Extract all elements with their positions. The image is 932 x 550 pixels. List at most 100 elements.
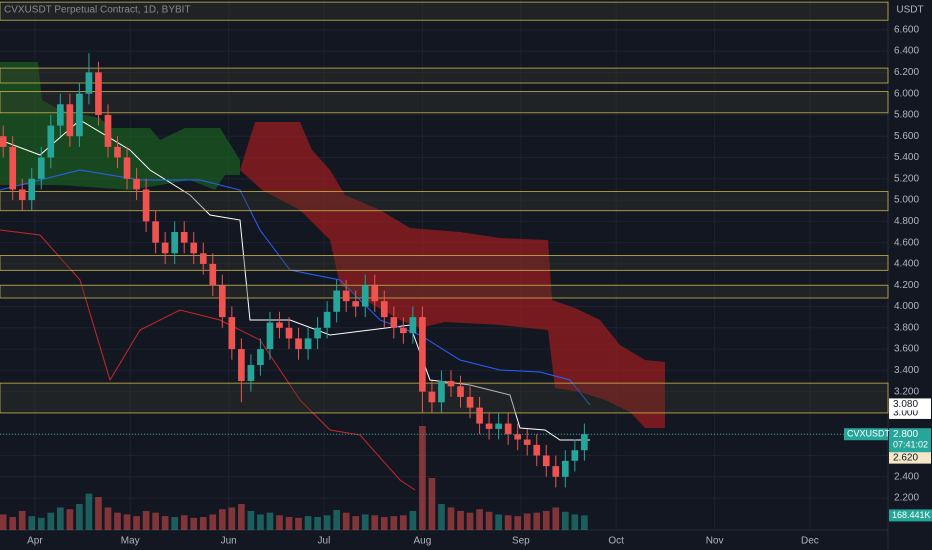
volume-bar	[495, 514, 502, 530]
price-badge	[889, 451, 931, 464]
candle-body	[257, 349, 264, 366]
candle-body	[447, 381, 455, 387]
candle-body	[9, 146, 17, 190]
volume-bar	[199, 517, 207, 530]
candle-body	[552, 466, 560, 477]
candle-body	[190, 242, 198, 254]
volume-bar	[552, 507, 560, 530]
x-tick-label: Apr	[27, 536, 43, 547]
volume-bar	[390, 516, 398, 530]
volume-bar	[57, 507, 64, 530]
candle-body	[276, 322, 283, 328]
volume-bar	[304, 516, 312, 530]
volume-bar	[266, 512, 274, 530]
volume-bar	[47, 512, 55, 530]
volume-bar	[104, 507, 112, 530]
candle-body	[266, 322, 274, 350]
y-tick-label: 6.400	[894, 46, 919, 57]
y-tick-label: 5.600	[894, 131, 919, 142]
volume-bar	[476, 509, 483, 530]
volume-badge	[889, 509, 932, 522]
countdown-label: 07:41:02	[893, 440, 928, 450]
symbol-badge	[844, 428, 888, 441]
volume-bar	[9, 517, 17, 530]
price-badge-label: 3.000	[893, 408, 918, 419]
volume-bar	[85, 493, 93, 530]
currency-label: USDT	[896, 5, 923, 16]
zone	[0, 1, 889, 21]
last-price-label: 2.800	[893, 429, 918, 440]
candle-body	[209, 263, 217, 286]
volume-bar	[380, 517, 388, 530]
volume-bar	[504, 515, 512, 530]
candle-body	[85, 72, 93, 94]
volume-bar	[581, 515, 588, 530]
volume-bar	[18, 510, 26, 530]
volume-bar	[533, 512, 541, 530]
volume-bar	[314, 517, 321, 530]
last-badge	[889, 428, 931, 453]
volume-bar	[76, 504, 83, 530]
x-tick-label: May	[121, 536, 140, 547]
x-tick-label: Sep	[512, 536, 530, 547]
candle-body	[47, 125, 55, 158]
volume-bar	[285, 517, 293, 530]
candle-body	[180, 232, 188, 243]
volume-bar	[238, 504, 245, 530]
y-tick-label: 4.800	[894, 216, 919, 227]
candle-body	[171, 232, 179, 254]
y-tick-label: 4.200	[894, 280, 919, 291]
cloud-green	[0, 62, 240, 190]
volume-bar	[142, 510, 150, 530]
candle-body	[95, 72, 102, 115]
x-tick-label: Aug	[414, 536, 432, 547]
price-badge-label: 2.620	[893, 452, 918, 463]
volume-bar	[171, 517, 179, 530]
volume-bar	[333, 510, 340, 530]
volume-bar	[133, 516, 140, 530]
y-tick-label: 4.000	[894, 301, 919, 312]
volume-bar	[295, 517, 302, 530]
candle-body	[152, 221, 159, 243]
zone	[0, 191, 889, 212]
volume-bar	[485, 511, 493, 530]
symbol-label: CVXUSDT.P	[847, 429, 898, 439]
candle-body	[342, 290, 350, 302]
x-tick-label: Jul	[318, 536, 331, 547]
volume-bar	[123, 514, 131, 530]
volume-bar	[28, 516, 36, 530]
y-tick-label: 5.200	[894, 173, 919, 184]
candle-body	[18, 189, 26, 201]
candle-body	[238, 349, 245, 382]
candle-body	[409, 317, 417, 334]
candle-body	[581, 434, 588, 451]
volume-bar	[152, 512, 159, 530]
y-tick-label: 3.200	[894, 386, 919, 397]
price-badge	[889, 398, 931, 411]
candle-body	[247, 365, 255, 382]
candle-body	[390, 317, 398, 328]
candle-body	[352, 301, 360, 307]
candle-body	[542, 455, 550, 467]
candle-body	[476, 407, 483, 424]
candle-body	[457, 386, 464, 397]
volume-bar	[438, 504, 445, 530]
candle-body	[371, 285, 379, 302]
volume-bar	[419, 426, 426, 530]
candle-body	[323, 311, 331, 328]
candle-body	[104, 114, 112, 147]
y-tick-label: 6.600	[894, 24, 919, 35]
candle-body	[218, 285, 226, 318]
volume-bar	[257, 514, 264, 530]
y-tick-label: 5.800	[894, 110, 919, 121]
volume-bar	[66, 509, 74, 530]
candle-body	[333, 290, 340, 312]
candle-body	[504, 423, 512, 435]
volume-bar	[180, 515, 188, 530]
volume-bar	[276, 515, 283, 530]
volume-badge-label: 168.441K	[892, 510, 931, 520]
volume-bar	[447, 507, 455, 530]
volume-bar	[37, 517, 45, 530]
candle-body	[66, 104, 74, 137]
candle-body	[123, 157, 131, 179]
